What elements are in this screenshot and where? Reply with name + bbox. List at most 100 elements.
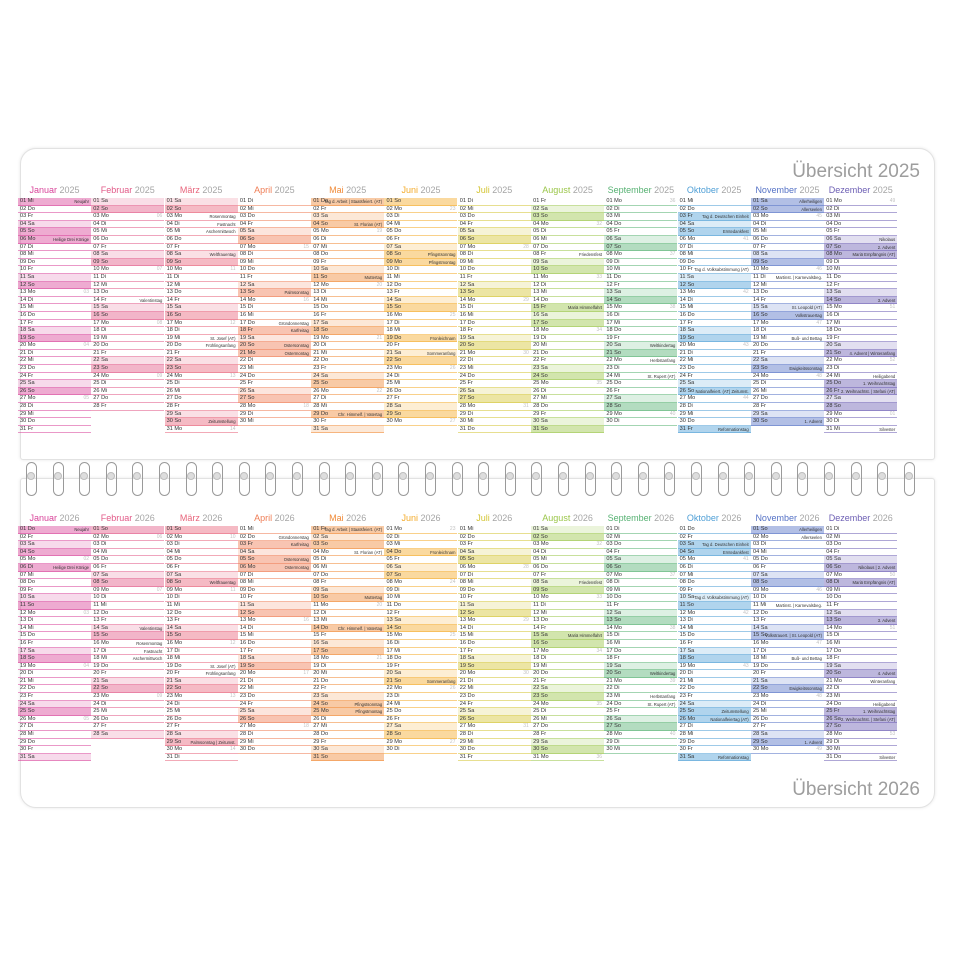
day-label: 21 Mi xyxy=(313,349,327,356)
day-label: 16 Di xyxy=(386,639,400,646)
day-row: 30 Mi xyxy=(824,746,898,754)
day-label: 27 Do xyxy=(93,395,109,402)
calendar-week-number: 20 xyxy=(376,601,383,608)
day-label: 29 Mo xyxy=(386,738,403,745)
day-row: 16 So xyxy=(531,639,605,648)
month-header: Mai 2026 xyxy=(311,512,384,526)
day-row: 20 Mo 30 xyxy=(457,670,531,678)
day-label: 10 Mo xyxy=(166,266,183,273)
day-row: 08 Do xyxy=(311,251,385,259)
calendar-week-number: 30 xyxy=(523,670,529,677)
day-row: 22 Di xyxy=(824,685,898,694)
day-row: 25 Fr xyxy=(457,380,531,388)
day-row: 09 Di xyxy=(604,259,678,267)
ring-wire xyxy=(664,462,676,496)
day-row: 05 Mi xyxy=(531,556,605,564)
day-label: 21 Mo xyxy=(826,677,842,684)
day-row: 10 Mi xyxy=(384,594,458,602)
day-label: 20 Do xyxy=(166,342,182,349)
day-row: 05 Sa xyxy=(604,556,678,564)
day-label: 03 Do xyxy=(239,213,255,220)
day-row: 17 Fr xyxy=(18,320,91,328)
day-label: 13 Mi xyxy=(533,289,547,296)
day-label: 17 Do xyxy=(606,647,622,654)
day-row: 28 Di xyxy=(677,403,751,411)
day-row: 18 Di xyxy=(750,327,824,335)
day-label: 09 Mi xyxy=(459,258,474,265)
day-row: 29 Di xyxy=(604,739,678,747)
holiday-label: 2. Weihnachtst. | Stefani (AT) xyxy=(841,716,896,722)
day-label: 29 So xyxy=(752,738,768,745)
holiday-label: St. Leopold (AT) xyxy=(791,305,822,311)
day-row: 27 So xyxy=(604,723,678,732)
day-row: 02 Di xyxy=(824,206,898,214)
day-label: 21 Fr xyxy=(166,349,180,356)
day-label: 08 Di xyxy=(826,579,840,586)
day-label: 19 Sa xyxy=(826,662,841,669)
day-row: 05 Fr xyxy=(604,228,678,236)
binding-ring xyxy=(849,458,863,498)
calendar-week-number: 39 xyxy=(669,677,676,684)
day-label: 23 Mi xyxy=(606,693,621,700)
day-row: 06 Mo 41 xyxy=(677,236,751,244)
calendar-week-number: 16 xyxy=(303,296,309,303)
calendar-week-number: 38 xyxy=(669,304,676,311)
day-row: 17 Mo 47 xyxy=(750,320,824,328)
binding-ring xyxy=(24,458,38,498)
day-label: 13 Mo xyxy=(20,289,36,296)
day-label: 21 So xyxy=(826,349,841,356)
day-label: 02 Do xyxy=(20,205,35,212)
day-label: 28 Sa xyxy=(93,731,108,738)
day-label: 18 Sa xyxy=(239,655,255,662)
day-row: 30 Sa xyxy=(311,746,385,754)
day-label: 11 Do xyxy=(386,601,401,608)
day-row: 27 Sa xyxy=(604,395,678,404)
day-row: 27 Do xyxy=(91,395,165,404)
day-label: 25 Sa xyxy=(459,708,475,715)
holiday-label: Silvester xyxy=(879,754,896,760)
calendar-week-number: 32 xyxy=(596,220,603,227)
day-row: 06 So xyxy=(457,235,531,244)
day-row: 23 Mo 48 xyxy=(750,693,824,701)
day-label: 23 Mi xyxy=(826,693,840,700)
calendar-grid-2025: Januar 2025 01 Mi Neujahr 02 Do 03 Fr 04 Sa 05… xyxy=(18,184,918,434)
day-row: 17 Do Gründonnerstag xyxy=(237,320,311,328)
day-row: 21 Fr xyxy=(164,349,238,358)
day-row: 14 Sa xyxy=(384,296,458,305)
day-row: 24 Fr xyxy=(237,701,311,709)
day-row: 02 Do xyxy=(677,206,751,214)
day-label: 10 Di xyxy=(93,594,107,601)
binding-ring xyxy=(263,458,277,498)
day-label: 16 Fr xyxy=(313,311,327,318)
day-label: 19 Mi xyxy=(93,334,107,341)
holiday-label: Palmsonntag xyxy=(284,290,309,296)
punch-hole xyxy=(106,472,115,480)
day-row: 18 Sa xyxy=(18,327,91,335)
day-row: 01 Mo 49 xyxy=(824,198,898,206)
day-label: 25 Di xyxy=(752,380,767,387)
day-row: 11 Sa xyxy=(18,273,91,282)
day-label: 12 Do xyxy=(752,609,768,616)
day-label: 19 Fr xyxy=(826,334,840,341)
day-label: 26 Mi xyxy=(93,387,107,394)
day-label: 31 Di xyxy=(166,753,180,760)
day-row: 13 So xyxy=(604,617,678,625)
day-label: 30 Do xyxy=(239,746,255,753)
day-label: 04 Sa xyxy=(20,220,35,227)
day-label: 11 Fr xyxy=(459,273,473,280)
month-header: August 2025 xyxy=(531,184,604,198)
calendar-week-number: 32 xyxy=(596,541,603,548)
month-name: Dezember xyxy=(828,185,873,195)
day-label: 20 Sa xyxy=(606,342,621,349)
punch-hole xyxy=(160,472,168,480)
day-label: 23 So xyxy=(166,365,182,372)
day-row: 25 Fr 1. Weihnachtstag xyxy=(824,708,898,716)
day-label: 06 Sa xyxy=(606,235,621,242)
day-label: 19 Di xyxy=(313,662,327,669)
day-row: 10 Sa xyxy=(311,266,385,274)
day-row: 06 Fr xyxy=(164,564,238,572)
day-row: 02 Fr xyxy=(311,206,385,214)
day-row: 14 Mi xyxy=(677,625,751,633)
day-label: 16 Sa xyxy=(313,639,328,646)
day-row: 17 Mo 12 xyxy=(164,320,238,328)
